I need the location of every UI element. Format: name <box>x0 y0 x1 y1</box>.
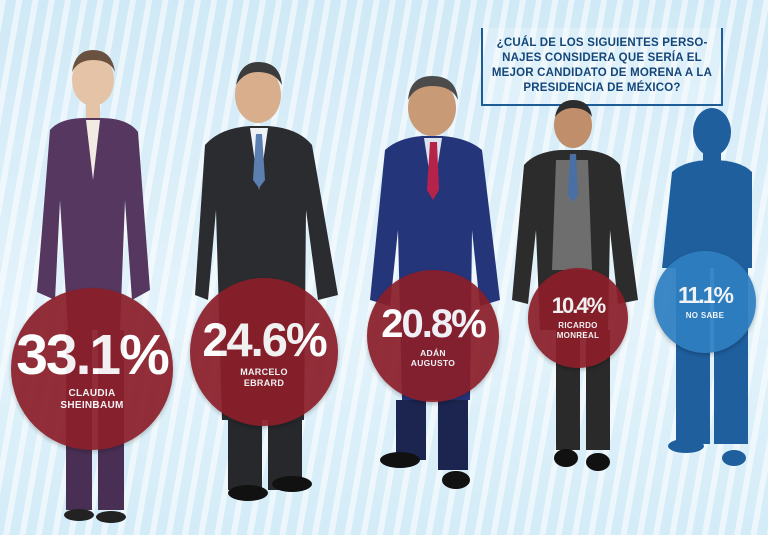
value-label-augusto: 20.8% <box>381 301 486 346</box>
category-label-line: MARCELO <box>240 366 288 377</box>
bubble-sheinbaum: 33.1% CLAUDIA SHEINBAUM <box>11 288 173 450</box>
category-label-line: EBRARD <box>243 377 285 388</box>
category-label-line: NO SABE <box>685 310 725 320</box>
bubble-no-sabe: 11.1% NO SABE <box>654 251 756 353</box>
category-label-augusto: ADÁN AUGUSTO <box>411 348 455 368</box>
bubble-augusto: 20.8% ADÁN AUGUSTO <box>367 270 499 402</box>
category-label-no-sabe: NO SABE <box>686 311 725 321</box>
category-label-monreal: RICARDO MONREAL <box>557 321 600 340</box>
person-claudia-figure <box>37 50 150 523</box>
category-label-line: CLAUDIA <box>68 387 116 399</box>
category-label-line: RICARDO <box>558 321 598 331</box>
category-label-line: SHEINBAUM <box>60 399 124 411</box>
question-text: ¿CUÁL DE LOS SIGUIENTES PERSO­NAJES CONS… <box>491 37 713 94</box>
value-label-sheinbaum: 33.1% <box>16 322 170 387</box>
category-label-line: ADÁN <box>420 347 446 358</box>
category-label-ebrard: MARCELO EBRARD <box>240 367 288 389</box>
category-label-line: MONREAL <box>556 331 600 340</box>
category-label-sheinbaum: CLAUDIA SHEINBAUM <box>60 388 123 412</box>
question-box: ¿CUÁL DE LOS SIGUIENTES PERSO­NAJES CONS… <box>481 28 723 106</box>
value-label-monreal: 10.4% <box>551 293 606 319</box>
value-label-no-sabe: 11.1% <box>678 281 734 308</box>
bubble-ebrard: 24.6% MARCELO EBRARD <box>190 278 338 426</box>
value-label-ebrard: 24.6% <box>202 312 327 366</box>
bubble-monreal: 10.4% RICARDO MONREAL <box>528 268 628 368</box>
category-label-line: AUGUSTO <box>410 358 456 368</box>
